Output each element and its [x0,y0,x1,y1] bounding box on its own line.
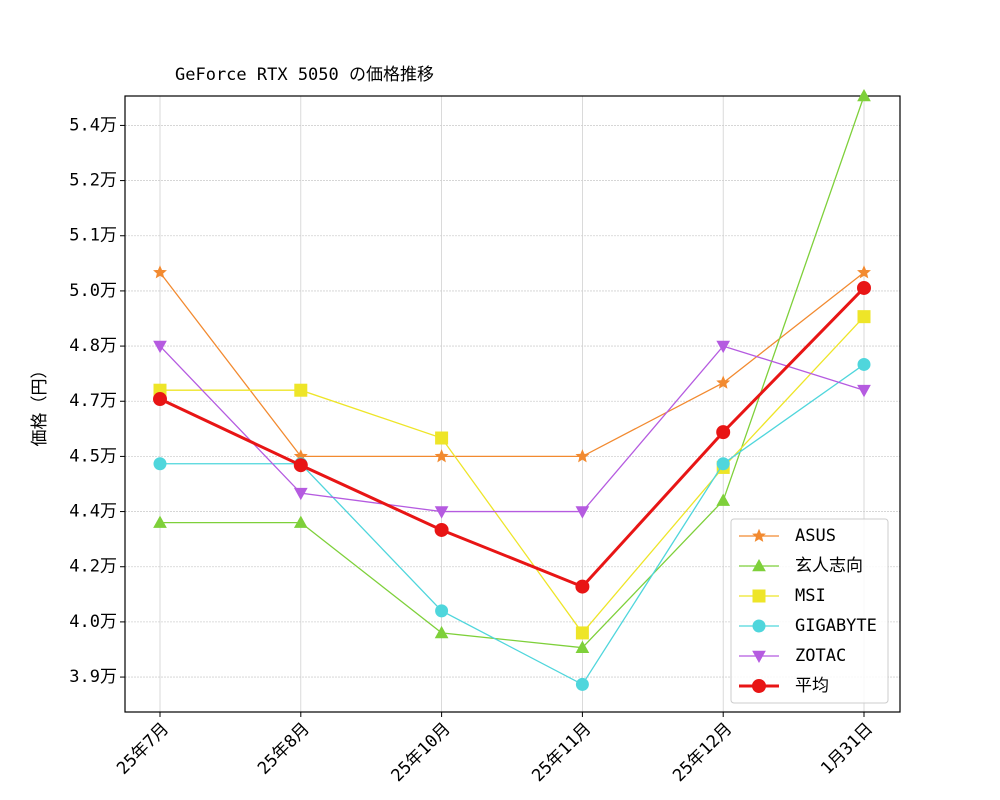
marker [752,528,766,542]
marker [716,493,731,506]
marker [752,650,766,664]
marker [575,449,590,463]
marker [857,88,871,102]
y-axis-label: 価格（円） [30,362,50,447]
y-tick-label: 4.0万 [69,612,117,632]
marker [153,265,167,279]
marker [434,625,449,639]
marker [857,265,871,279]
y-tick-label: 5.0万 [69,281,117,301]
line [159,286,866,589]
y-tick-label: 5.2万 [69,171,117,191]
marker [294,383,308,397]
line [160,316,865,634]
legend-label: ZOTAC [795,646,846,666]
x-tick-label: 25年10月 [388,719,455,786]
marker [575,626,589,640]
y-tick-label: 4.4万 [69,502,117,522]
marker [575,677,589,691]
y-tick-label: 4.8万 [69,336,117,356]
marker [575,640,590,653]
marker [153,457,167,471]
chart-title: GeForce RTX 5050 の価格推移 [175,65,434,85]
marker [857,384,871,398]
line [159,272,865,458]
legend-box [730,518,889,704]
marker [716,425,731,440]
legend-label: MSI [795,586,826,606]
legend-label: ASUS [795,526,836,546]
marker [153,392,167,407]
marker [716,340,731,354]
marker [293,487,308,501]
marker [435,431,449,445]
y-tick-label: 4.2万 [69,557,117,577]
y-tick-label: 4.5万 [69,446,117,466]
legend-label: GIGABYTE [795,616,877,636]
line [160,95,865,649]
marker [575,579,590,594]
x-tick-label: 25年11月 [528,719,595,786]
legend-label: 平均 [795,676,829,696]
line [159,345,865,513]
marker [857,280,871,295]
marker [752,679,766,693]
x-tick-label: 25年12月 [669,719,736,786]
line [160,363,865,686]
marker [575,506,590,519]
plot-frame [124,95,901,713]
marker [857,357,871,371]
marker [752,558,766,572]
marker [716,457,730,471]
marker [434,522,449,537]
marker [752,619,766,633]
y-tick-label: 5.1万 [69,226,117,246]
marker [153,340,167,354]
marker [293,458,308,473]
x-tick-label: 1月31日 [817,719,877,779]
marker [435,604,449,618]
marker [752,589,766,603]
marker [293,515,308,528]
marker [716,375,731,389]
x-tick-label: 25年8月 [254,719,314,779]
marker [434,506,449,519]
y-tick-label: 4.7万 [69,391,117,411]
marker [153,515,167,528]
marker [434,449,449,463]
y-tick-label: 5.4万 [69,115,117,135]
marker [857,310,871,324]
x-tick-label: 25年7月 [113,719,173,779]
y-tick-label: 3.9万 [69,667,117,687]
legend-label: 玄人志向 [795,556,863,576]
